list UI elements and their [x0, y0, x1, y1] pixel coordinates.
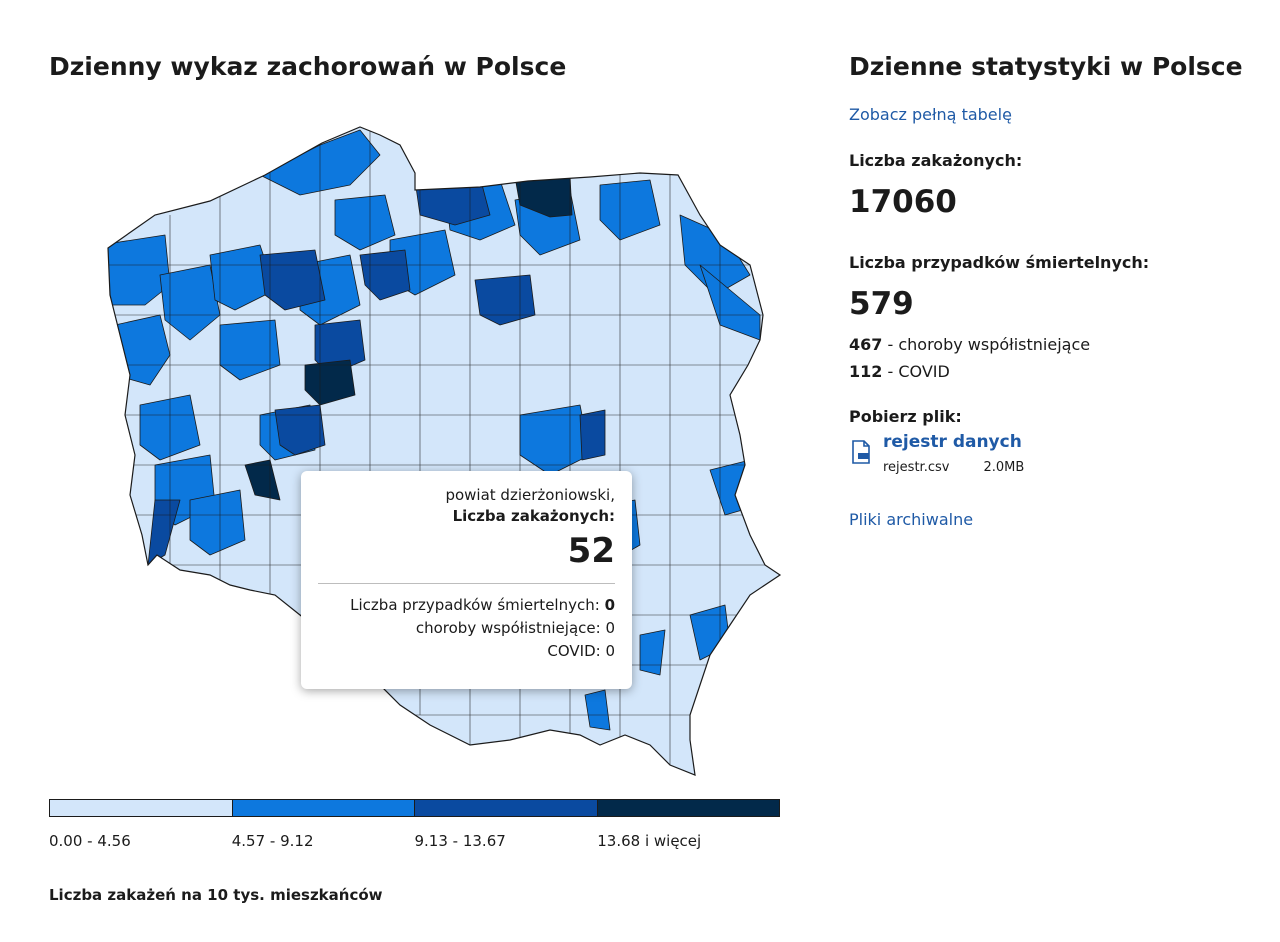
- comorbid-deaths-line: 467 - choroby współistniejące: [849, 335, 1091, 354]
- map-district[interactable]: [584, 689, 611, 731]
- tooltip-cases-label: Liczba zakażonych:: [452, 507, 615, 525]
- deaths-label: Liczba przypadków śmiertelnych:: [849, 253, 1150, 272]
- tooltip-covid-line: COVID: 0: [547, 642, 615, 660]
- covid-deaths-line: 112 - COVID: [849, 362, 950, 381]
- cases-value: 17060: [849, 184, 957, 220]
- map-district[interactable]: [304, 359, 356, 406]
- tooltip-deaths-line: Liczba przypadków śmiertelnych: 0: [350, 596, 615, 614]
- legend-swatch: [415, 800, 598, 816]
- tooltip-cases-value: 52: [567, 531, 615, 571]
- map-district[interactable]: [599, 179, 661, 241]
- download-label: Pobierz plik:: [849, 407, 962, 426]
- legend-range-label: 0.00 - 4.56: [49, 832, 131, 850]
- stats-section-title: Dzienne statystyki w Polsce: [849, 52, 1243, 81]
- cases-label: Liczba zakażonych:: [849, 151, 1023, 170]
- legend-swatch: [232, 800, 415, 816]
- tooltip-region-name: powiat dzierżoniowski,: [445, 486, 615, 504]
- map-district[interactable]: [334, 194, 396, 251]
- legend-labels: 0.00 - 4.56 4.57 - 9.12 9.13 - 13.67 13.…: [49, 832, 780, 850]
- map-district[interactable]: [209, 244, 276, 311]
- map-district[interactable]: [100, 234, 171, 306]
- map-district[interactable]: [147, 499, 181, 566]
- file-size: 2.0MB: [983, 460, 1025, 475]
- district-tooltip: powiat dzierżoniowski, Liczba zakażonych…: [301, 471, 632, 689]
- legend-color-scale: [49, 799, 780, 817]
- map-district[interactable]: [639, 629, 666, 676]
- map-district[interactable]: [189, 489, 246, 556]
- deaths-value: 579: [849, 286, 914, 322]
- full-table-link[interactable]: Zobacz pełną tabelę: [849, 105, 1012, 124]
- legend-range-label: 4.57 - 9.12: [231, 832, 314, 850]
- legend-range-label: 13.68 i więcej: [597, 832, 702, 850]
- map-district[interactable]: [274, 404, 326, 456]
- map-district[interactable]: [579, 409, 606, 461]
- legend-swatch: [597, 800, 779, 816]
- data-file-link[interactable]: rejestr danych: [883, 432, 1022, 452]
- map-section-title: Dzienny wykaz zachorowań w Polsce: [49, 52, 567, 81]
- map-district[interactable]: [359, 249, 411, 301]
- legend-range-label: 9.13 - 13.67: [414, 832, 506, 850]
- file-icon[interactable]: [851, 440, 871, 464]
- file-meta: rejestr.csv 2.0MB: [883, 460, 1058, 475]
- legend-swatch: [50, 800, 233, 816]
- archive-files-link[interactable]: Pliki archiwalne: [849, 510, 974, 529]
- file-format: rejestr.csv: [883, 460, 950, 475]
- legend-caption: Liczba zakażeń na 10 tys. mieszkańców: [49, 886, 383, 904]
- tooltip-divider: [318, 583, 615, 584]
- map-district[interactable]: [159, 264, 221, 341]
- tooltip-comorbid-line: choroby współistniejące: 0: [415, 619, 615, 637]
- map-district[interactable]: [244, 459, 281, 501]
